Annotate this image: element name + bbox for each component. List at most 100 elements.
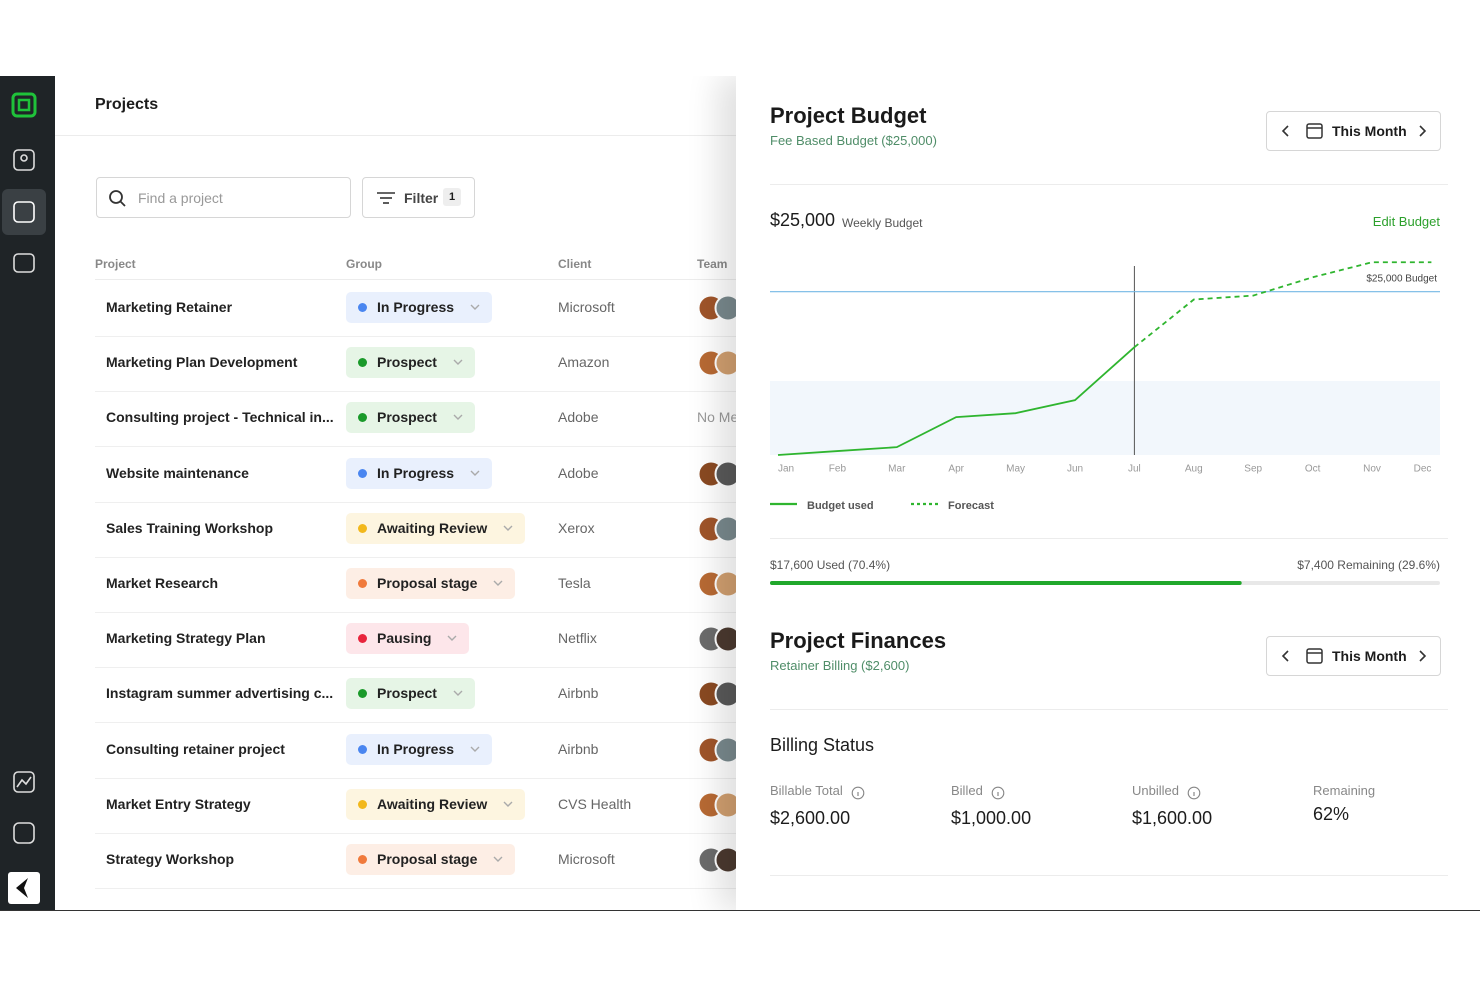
project-name: Marketing Strategy Plan <box>106 630 266 647</box>
progress-bar <box>770 581 1440 585</box>
group-pill[interactable]: Prospect <box>346 678 475 710</box>
group-pill[interactable]: Prospect <box>346 347 475 379</box>
chevron <box>493 856 503 862</box>
project-row[interactable] <box>95 723 755 779</box>
column-header: Group <box>346 257 382 271</box>
period-icons <box>1281 123 1427 139</box>
client-name: Amazon <box>558 354 610 371</box>
x-tick-label: Mar <box>888 464 906 475</box>
progress-used <box>770 581 1242 585</box>
info-circle <box>1187 786 1201 800</box>
group-label: Proposal stage <box>377 851 478 867</box>
team-avatars <box>697 570 742 598</box>
filter-icon <box>377 192 395 204</box>
group-chevron <box>470 470 480 476</box>
group-chevron <box>493 580 503 586</box>
project-row[interactable] <box>95 281 755 337</box>
project-name: Marketing Plan Development <box>106 354 298 371</box>
x-tick-label: Jun <box>1067 464 1083 475</box>
period-button[interactable]: This Month <box>1266 111 1441 151</box>
project-row[interactable] <box>95 447 755 503</box>
project-row[interactable] <box>95 612 755 669</box>
x-tick-label: Aug <box>1185 464 1203 475</box>
period-button[interactable]: This Month <box>1266 636 1441 676</box>
group-dot <box>358 358 367 368</box>
search-box[interactable]: Find a project <box>96 177 351 218</box>
legend-label: Budget used <box>807 500 874 512</box>
group-pill[interactable]: In Progress <box>346 733 493 765</box>
info-circle <box>851 786 865 800</box>
x-tick-label: Feb <box>829 464 847 475</box>
client-name: Netflix <box>558 630 597 647</box>
separator <box>95 279 755 280</box>
project-row[interactable] <box>95 336 755 393</box>
group-label: In Progress <box>377 740 455 757</box>
project-row[interactable] <box>95 391 755 448</box>
project-row[interactable] <box>95 833 755 889</box>
search-glass <box>109 190 123 204</box>
finances-subtitle: Retainer Billing ($2,600) <box>770 658 910 673</box>
info-circle <box>991 786 1005 800</box>
team-avatars <box>697 349 742 377</box>
group-dot <box>358 413 367 423</box>
group-pill[interactable]: In Progress <box>346 292 493 323</box>
chevron <box>470 746 480 752</box>
x-tick-label: Sep <box>1244 464 1262 475</box>
project-row[interactable] <box>95 778 755 834</box>
chevron <box>470 304 480 310</box>
group-chevron <box>503 801 513 807</box>
chevron <box>453 359 463 366</box>
group-pill[interactable]: Proposal stage <box>346 568 516 599</box>
calendar-icon <box>1306 123 1323 139</box>
series-line <box>777 346 1135 456</box>
filter-label: Filter <box>404 190 439 206</box>
group-label: Prospect <box>377 354 437 371</box>
group-dot <box>358 523 367 533</box>
group-dot <box>358 689 367 699</box>
group-label: Proposal stage <box>377 575 478 591</box>
project-name: Website maintenance <box>106 464 249 481</box>
group-pill[interactable]: Pausing <box>346 623 470 655</box>
x-tick-label: Apr <box>948 464 964 475</box>
group-pill[interactable]: Prospect <box>346 402 475 434</box>
current-band <box>770 381 1440 455</box>
next-arrow <box>1419 125 1427 137</box>
client-name: CVS Health <box>558 795 632 812</box>
x-tick-label: Dec <box>1414 464 1432 475</box>
team-avatars <box>697 680 742 708</box>
edit-budget[interactable]: Edit Budget <box>1372 214 1440 229</box>
group-pill[interactable]: Awaiting Review <box>346 788 526 820</box>
legend-label: Forecast <box>948 500 994 512</box>
search-placeholder: Find a project <box>138 190 223 206</box>
budget-subtitle: Fee Based Budget ($25,000) <box>770 133 937 148</box>
chevron <box>503 801 513 807</box>
x-tick-label: Nov <box>1363 464 1381 475</box>
group-pill[interactable]: Awaiting Review <box>346 512 526 544</box>
remaining-label: $7,400 Remaining (29.6%) <box>1297 558 1440 572</box>
project-name: Market Research <box>106 575 219 591</box>
client-name: Adobe <box>558 409 599 426</box>
project-row[interactable] <box>95 502 755 558</box>
group-dot <box>358 799 367 809</box>
group-dot <box>358 744 367 754</box>
project-row[interactable] <box>95 667 755 724</box>
client-name: Adobe <box>558 464 599 481</box>
separator <box>770 538 1448 539</box>
series-line <box>1133 261 1432 348</box>
group-dot <box>358 303 367 312</box>
group-pill[interactable]: Proposal stage <box>346 844 516 875</box>
project-name: Strategy Workshop <box>106 851 235 867</box>
group-chevron <box>453 414 463 421</box>
group-pill[interactable]: In Progress <box>346 457 493 489</box>
project-name: Instagram summer advertising c... <box>106 685 334 702</box>
project-name: Market Entry Strategy <box>106 795 251 812</box>
billing-value: $1,000.00 <box>951 808 1032 828</box>
project-name: Sales Training Workshop <box>106 519 274 536</box>
group-chevron <box>453 359 463 366</box>
app: Projects Find a project Filter 1 Project Grou… <box>0 76 1480 911</box>
group-dot <box>358 468 367 478</box>
period-label: This Month <box>1332 123 1407 139</box>
project-row[interactable] <box>95 557 755 613</box>
team-avatars <box>697 791 742 819</box>
filter-button[interactable]: Filter 1 <box>362 177 475 218</box>
